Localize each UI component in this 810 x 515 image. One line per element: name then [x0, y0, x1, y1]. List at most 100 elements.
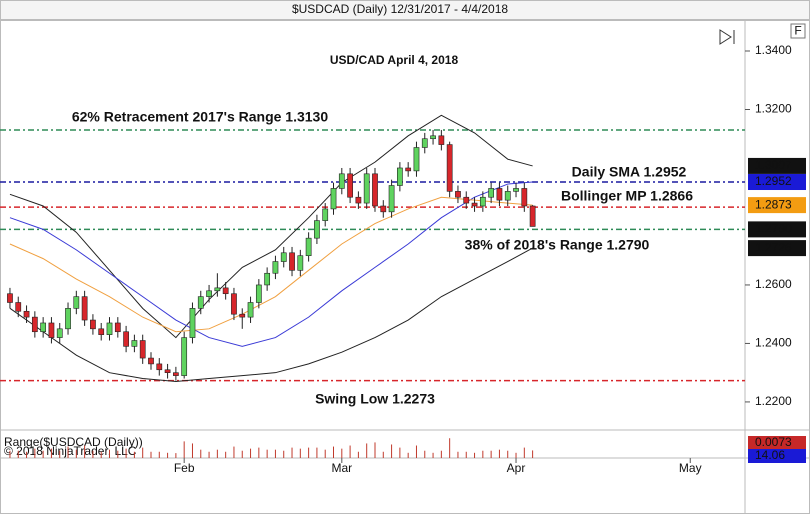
- y-tick-label: 1.3200: [755, 102, 792, 116]
- candle-body: [23, 310, 30, 318]
- x-tick-label: Apr: [507, 461, 526, 475]
- candle-body: [106, 322, 113, 335]
- candle-body: [123, 331, 129, 347]
- annotation: Daily SMA 1.2952: [572, 164, 687, 180]
- candle-body: [322, 208, 329, 221]
- candle-body: [247, 302, 254, 318]
- candle-body: [48, 322, 55, 338]
- candle-body: [430, 135, 436, 140]
- candle-body: [380, 205, 387, 213]
- candle-body: [181, 337, 188, 376]
- candle-body: [189, 308, 196, 338]
- price-label-box: [748, 240, 806, 257]
- indicator-line: [9, 181, 533, 347]
- annotation: Bollinger MP 1.2866: [561, 188, 693, 204]
- candle-body: [421, 138, 428, 148]
- f-button-label[interactable]: F: [794, 24, 801, 38]
- candle-body: [363, 173, 370, 204]
- candle-body: [438, 135, 445, 145]
- candle-body: [280, 252, 287, 262]
- y-tick-label: 1.2600: [755, 277, 792, 291]
- candle-body: [272, 261, 279, 274]
- candle-body: [206, 290, 212, 297]
- candle-body: [15, 302, 22, 312]
- range-title: Range($USDCAD (Daily)): [4, 435, 143, 449]
- candle-body: [65, 308, 71, 330]
- candle-body: [397, 167, 403, 186]
- annotation: Swing Low 1.2273: [315, 391, 435, 407]
- readout: 14.06: [755, 448, 785, 462]
- candle-body: [81, 296, 88, 321]
- candle-body: [289, 252, 295, 271]
- price-label: 1.2952: [755, 174, 792, 188]
- candle-body: [372, 173, 378, 207]
- candle-body: [197, 296, 204, 309]
- candle-body: [413, 147, 420, 172]
- indicator-line: [9, 114, 533, 339]
- copyright: © 2018 NinjaTrader, LLC: [4, 444, 137, 458]
- candle-body: [297, 255, 304, 271]
- candle-body: [222, 287, 229, 295]
- candle-body: [347, 173, 353, 198]
- chart-title: USD/CAD April 4, 2018: [330, 53, 459, 67]
- candle-body: [471, 202, 478, 207]
- candle-body: [73, 296, 80, 309]
- candle-body: [239, 313, 246, 318]
- candle-body: [156, 363, 163, 371]
- candle-body: [513, 188, 519, 192]
- candle-body: [355, 196, 362, 204]
- candle-body: [314, 220, 320, 239]
- candle-body: [446, 144, 453, 192]
- scroll-icon[interactable]: [719, 29, 735, 45]
- candle-body: [388, 185, 395, 213]
- price-label-box: [748, 174, 806, 191]
- y-tick-label: 1.3400: [755, 43, 792, 57]
- candle-body: [521, 188, 528, 207]
- candle-body: [504, 191, 511, 201]
- candle-body: [455, 191, 461, 198]
- readout-box: [748, 436, 806, 450]
- candle-body: [7, 293, 13, 303]
- price-label: 1.3007: [755, 158, 792, 172]
- candle-body: [173, 372, 179, 376]
- candle-body: [164, 369, 171, 373]
- candle-body: [40, 322, 47, 333]
- y-tick-label: 1.2400: [755, 336, 792, 350]
- candle-body: [338, 173, 345, 189]
- candle-body: [488, 188, 495, 198]
- price-label-box: [748, 197, 806, 214]
- candle-body: [264, 272, 271, 286]
- price-label: 1.2726: [755, 240, 792, 254]
- header: $USDCAD (Daily) 12/31/2017 - 4/4/2018: [292, 2, 508, 16]
- candle-body: [529, 205, 536, 227]
- readout: 0.0073: [755, 435, 792, 449]
- candle-body: [31, 316, 38, 333]
- readout-box: [748, 449, 806, 463]
- candle-body: [330, 188, 337, 210]
- candle-body: [56, 328, 63, 338]
- price-label: 1.2790: [755, 222, 792, 236]
- candle-body: [139, 340, 146, 359]
- price-label-box: [748, 157, 806, 174]
- annotation: 38% of 2018's Range 1.2790: [465, 237, 650, 253]
- candle-body: [463, 196, 470, 204]
- candle-body: [231, 293, 237, 315]
- candle-body: [90, 319, 96, 330]
- f-button[interactable]: [790, 23, 806, 39]
- candle-body: [114, 322, 121, 333]
- candle-body: [496, 188, 503, 201]
- x-tick-label: May: [679, 461, 702, 475]
- y-tick-label: 1.2200: [755, 394, 792, 408]
- x-tick-label: Feb: [174, 461, 195, 475]
- annotation: 62% Retracement 2017's Range 1.3130: [72, 109, 328, 125]
- candle-body: [305, 237, 312, 257]
- x-tick-label: Mar: [331, 461, 352, 475]
- candle-body: [255, 284, 262, 303]
- candle-body: [479, 196, 486, 207]
- price-label: 1.2873: [755, 197, 792, 211]
- candle-body: [405, 167, 412, 172]
- indicator-line: [9, 196, 533, 333]
- candle-body: [98, 328, 105, 335]
